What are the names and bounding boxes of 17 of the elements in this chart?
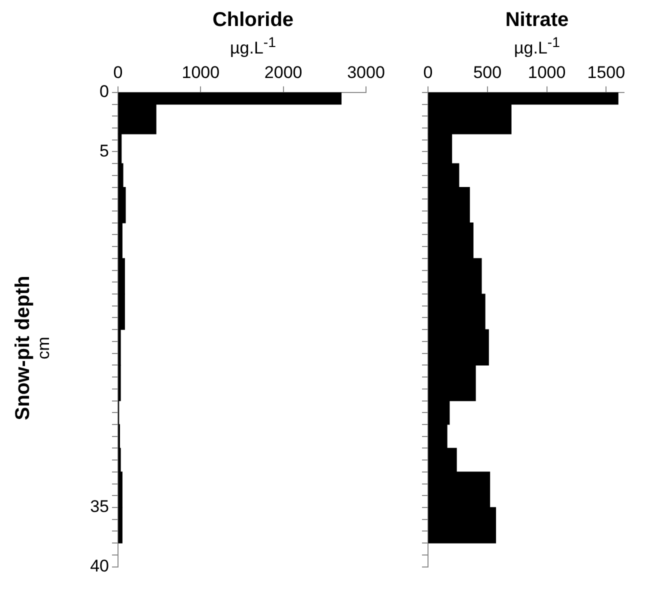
x-tick-label: 0	[113, 62, 123, 82]
x-tick-label: 1500	[587, 62, 626, 82]
y-tick-label: 5	[100, 141, 109, 160]
x-tick-label: 500	[473, 62, 502, 82]
x-tick-label: 1000	[182, 62, 220, 82]
x-tick-label: 3000	[347, 62, 385, 82]
x-axis-title: µg.L$^{-1}$	[512, 34, 562, 60]
y-axis-title: Snow-pit depth cm	[12, 276, 54, 420]
y-tick-label: 0	[100, 82, 109, 101]
chart-title: Chloride	[211, 8, 295, 32]
chart-title: Nitrate	[504, 8, 570, 32]
y-tick-label: 35	[90, 496, 109, 516]
x-tick-label: 0	[423, 62, 433, 82]
x-tick-label: 1000	[528, 62, 566, 82]
x-tick-label: 2000	[264, 62, 302, 82]
x-axis-title: µg.L$^{-1}$	[228, 34, 278, 60]
y-tick-label: 40	[90, 556, 109, 576]
